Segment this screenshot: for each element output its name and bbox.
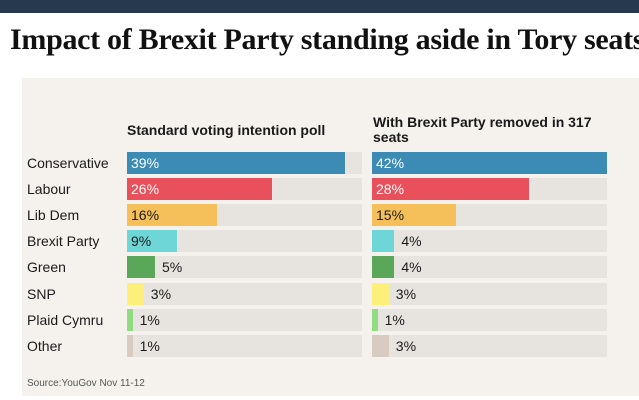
category-label-labour: Labour (27, 181, 71, 198)
panel-title-standard: Standard voting intention poll (127, 122, 326, 138)
category-label-lib-dem: Lib Dem (27, 207, 80, 224)
chart-title: Impact of Brexit Party standing aside in… (10, 23, 639, 56)
category-label-snp: SNP (27, 285, 56, 302)
bar-track (127, 282, 362, 305)
bar-standard-plaid-cymru (127, 308, 133, 331)
top-rule (0, 0, 639, 13)
value-label-standard-lib-dem: 16% (131, 207, 160, 224)
panel-title-removed: With Brexit Party removed in 317 seats (373, 114, 592, 145)
value-label-removed-snp: 3% (395, 285, 417, 302)
bar-track (372, 282, 607, 305)
value-label-removed-conservative: 42% (376, 155, 405, 171)
bar-track (127, 334, 362, 357)
value-label-standard-other: 1% (139, 337, 160, 354)
bar-standard-lib-dem (127, 204, 217, 227)
bar-standard-snp (127, 282, 144, 305)
value-label-standard-plaid-cymru: 1% (139, 311, 160, 328)
bar-track (372, 334, 607, 357)
bar-standard-conservative (127, 152, 346, 174)
value-label-standard-green: 5% (161, 259, 183, 276)
value-label-standard-labour: 26% (131, 181, 160, 198)
bar-standard-brexit-party (127, 230, 178, 253)
bar-track (127, 308, 362, 331)
bar-standard-green (127, 256, 155, 279)
bar-standard-other (127, 334, 133, 357)
category-label-plaid-cymru: Plaid Cymru (27, 311, 104, 328)
category-label-conservative: Conservative (27, 155, 109, 171)
bar-removed-other (372, 334, 389, 357)
value-label-removed-lib-dem: 15% (376, 207, 405, 224)
category-label-green: Green (27, 259, 66, 276)
bar-track (372, 308, 607, 331)
bar-track (372, 230, 607, 253)
bar-track (127, 230, 362, 253)
bar-standard-labour (127, 178, 273, 201)
value-label-removed-brexit-party: 4% (401, 233, 422, 250)
category-label-other: Other (27, 337, 63, 354)
value-label-standard-conservative: 39% (131, 155, 160, 171)
bar-track (372, 256, 607, 279)
source-note: Source:YouGov Nov 11-12 (27, 378, 145, 389)
bar-track (127, 256, 362, 279)
value-label-removed-green: 4% (401, 259, 422, 276)
bar-removed-green (372, 256, 395, 279)
bar-removed-plaid-cymru (372, 308, 378, 331)
value-label-removed-other: 3% (395, 337, 417, 354)
value-label-standard-brexit-party: 9% (131, 233, 152, 250)
value-label-removed-labour: 28% (376, 181, 405, 198)
bar-removed-conservative (372, 152, 607, 174)
bar-removed-snp (372, 282, 389, 305)
bar-removed-labour (372, 178, 529, 201)
value-label-removed-plaid-cymru: 1% (384, 311, 405, 328)
value-label-standard-snp: 3% (150, 285, 172, 302)
bar-removed-lib-dem (372, 204, 456, 227)
category-label-brexit-party: Brexit Party (27, 233, 100, 250)
bar-removed-brexit-party (372, 230, 395, 253)
